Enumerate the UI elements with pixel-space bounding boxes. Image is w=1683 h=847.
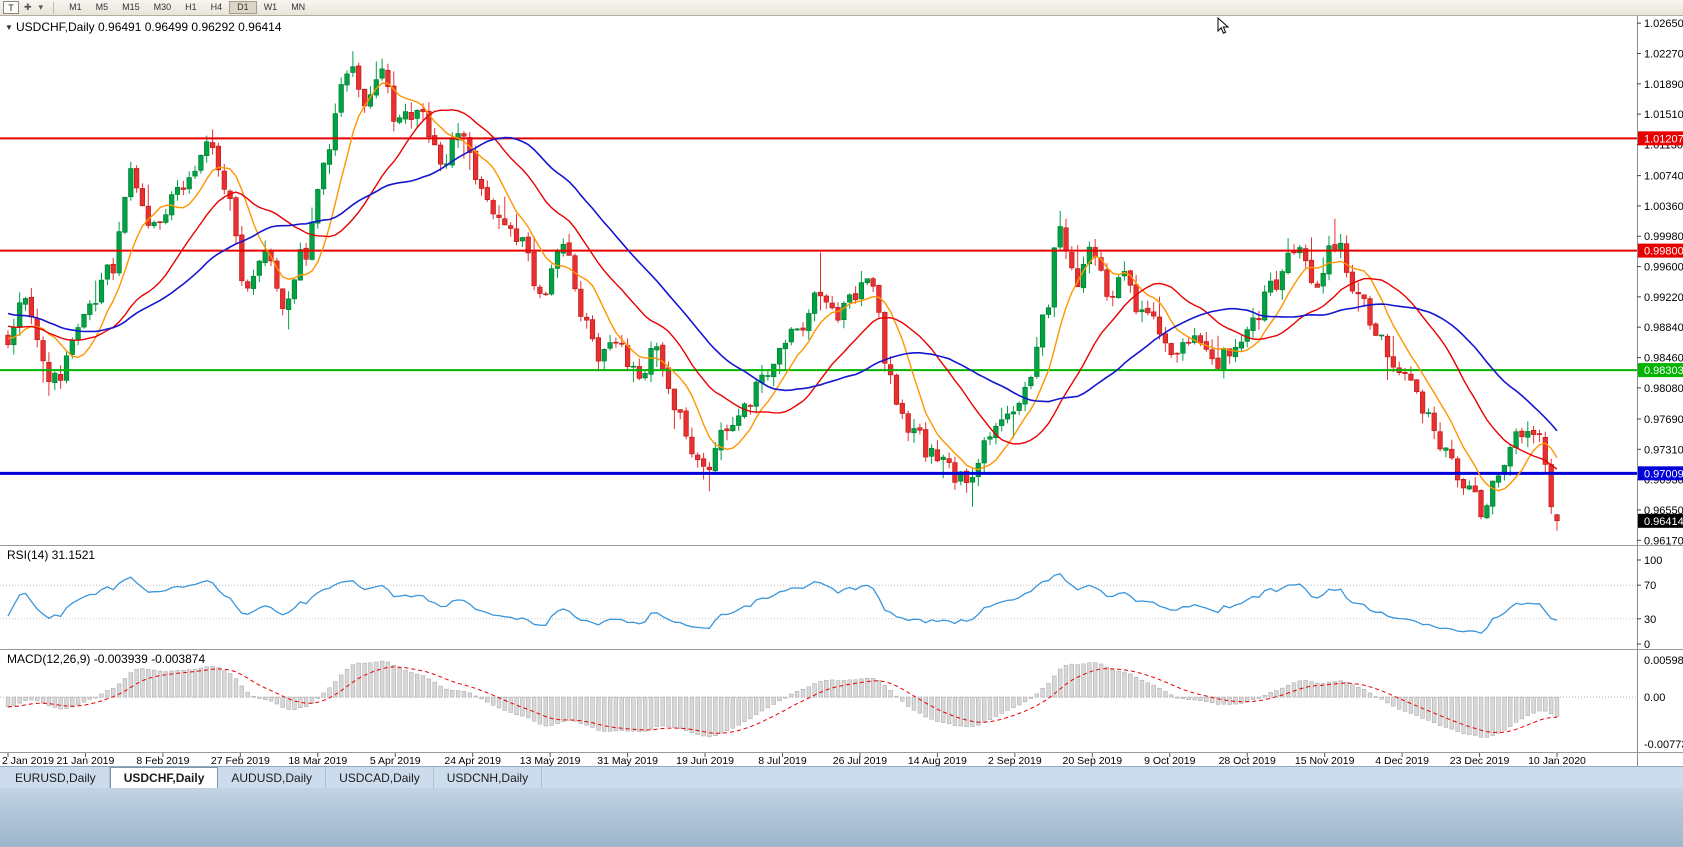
timeframe-button-M5[interactable]: M5 (95, 2, 109, 12)
tab-USDCAD[interactable]: USDCAD,Daily (326, 767, 434, 788)
chevron-down-icon[interactable]: ▾ (38, 2, 44, 12)
rsi-label: RSI(14) 31.1521 (7, 548, 95, 562)
rsi-axis-tick: 100 (1644, 555, 1662, 567)
x-axis-label: 19 Jun 2019 (676, 755, 734, 766)
tab-AUDUSD[interactable]: AUDUSD,Daily (218, 767, 327, 788)
chart-title: USDCHF,Daily 0.96491 0.96499 0.96292 0.9… (16, 20, 282, 34)
x-axis-label: 28 Oct 2019 (1219, 755, 1276, 766)
top-toolbar: T ✚ ▾ M1 M5 M15 M30 H1 H4 D1 W1 MN (0, 0, 1683, 16)
x-axis-label: 13 May 2019 (520, 755, 581, 766)
tab-USDCHF[interactable]: USDCHF,Daily (109, 767, 219, 788)
price-badge-0.98303[interactable]: 0.98303 (1638, 363, 1683, 378)
price-badge-1.01207[interactable]: 1.01207 (1638, 131, 1683, 146)
y-axis-tick: 0.98840 (1644, 322, 1683, 334)
x-axis-label: 9 Oct 2019 (1144, 755, 1196, 766)
macd-signal-line (7, 666, 1558, 734)
chart-background (0, 16, 1683, 766)
y-axis-tick: 0.99220 (1644, 292, 1683, 304)
svg-text:0.98303: 0.98303 (1644, 365, 1683, 377)
timeframe-button-H1[interactable]: H1 (185, 2, 197, 12)
y-axis-tick: 1.00740 (1644, 171, 1683, 183)
macd-axis-tick: -0.007737 (1644, 739, 1683, 751)
macd-axis-tick: 0.00 (1644, 692, 1665, 704)
y-axis-tick: 0.99600 (1644, 262, 1683, 274)
y-axis-tick: 1.01510 (1644, 109, 1683, 121)
timeframe-button-D1[interactable]: D1 (229, 1, 257, 14)
fast-ma-line (7, 82, 1558, 492)
x-axis-label: 10 Jan 2020 (1528, 755, 1586, 766)
x-axis-label: 2 Jan 2019 (2, 755, 54, 766)
templates-button[interactable]: T (3, 1, 19, 14)
chart-collapse-icon[interactable]: ▼ (5, 23, 13, 32)
x-axis-label: 8 Feb 2019 (136, 755, 189, 766)
y-axis-tick: 1.02270 (1644, 49, 1683, 61)
chart-tab-bar: EURUSD,Daily USDCHF,Daily AUDUSD,Daily USDC… (0, 766, 1683, 788)
timeframe-button-M15[interactable]: M15 (122, 2, 140, 12)
y-axis-tick: 1.01890 (1644, 79, 1683, 91)
toolbar-separator (53, 1, 55, 14)
x-axis-label: 31 May 2019 (597, 755, 658, 766)
x-axis-label: 18 Mar 2019 (288, 755, 347, 766)
y-axis-tick: 0.97690 (1644, 414, 1683, 426)
x-axis-label: 8 Jul 2019 (758, 755, 807, 766)
mouse-cursor (1217, 16, 1230, 34)
price-badge-0.96414[interactable]: 0.96414 (1638, 513, 1683, 528)
svg-text:0.99800: 0.99800 (1644, 246, 1683, 258)
price-badge-0.97009[interactable]: 0.97009 (1638, 466, 1683, 481)
chart-canvas[interactable]: 1.026501.022701.018901.015101.011301.007… (0, 16, 1683, 766)
y-axis-tick: 0.97310 (1644, 444, 1683, 456)
x-axis-label: 2 Sep 2019 (988, 755, 1042, 766)
y-axis-tick: 0.98460 (1644, 353, 1683, 365)
x-axis-label: 24 Apr 2019 (444, 755, 501, 766)
macd-label: MACD(12,26,9) -0.003939 -0.003874 (7, 652, 205, 666)
macd-axis-tick: 0.005986 (1644, 655, 1683, 667)
y-axis-tick: 0.98080 (1644, 383, 1683, 395)
x-axis-label: 23 Dec 2019 (1450, 755, 1510, 766)
tab-EURUSD[interactable]: EURUSD,Daily (2, 767, 110, 788)
x-axis-label: 5 Apr 2019 (370, 755, 421, 766)
svg-text:0.97009: 0.97009 (1644, 468, 1683, 480)
y-axis-tick: 0.96170 (1644, 535, 1683, 547)
rsi-axis-tick: 0 (1644, 639, 1650, 651)
x-axis-label: 14 Aug 2019 (908, 755, 967, 766)
timeframe-button-M30[interactable]: M30 (153, 2, 172, 12)
y-axis-tick: 0.99980 (1644, 231, 1683, 243)
timeframe-button-H4[interactable]: H4 (210, 2, 223, 12)
timeframe-button-W1[interactable]: W1 (263, 2, 278, 12)
svg-text:1.01207: 1.01207 (1644, 133, 1683, 145)
x-axis-label: 15 Nov 2019 (1295, 755, 1355, 766)
timeframe-button-M1[interactable]: M1 (69, 2, 82, 12)
x-axis-label: 20 Sep 2019 (1063, 755, 1123, 766)
templates-button-label: T (8, 2, 14, 13)
timeframe-button-MN[interactable]: MN (291, 2, 306, 12)
y-axis-tick: 1.02650 (1644, 18, 1683, 30)
x-axis-label: 21 Jan 2019 (57, 755, 115, 766)
x-axis-label: 4 Dec 2019 (1375, 755, 1429, 766)
mid-ma-line (7, 109, 1558, 470)
x-axis-label: 26 Jul 2019 (833, 755, 887, 766)
rsi-axis-tick: 30 (1644, 614, 1656, 626)
rsi-axis-tick: 70 (1644, 580, 1656, 592)
window-bottom-strip (0, 788, 1683, 847)
macd-histogram (5, 660, 1560, 738)
crosshair-icon[interactable]: ✚ (24, 2, 32, 12)
svg-text:0.96414: 0.96414 (1644, 516, 1683, 528)
timeframe-buttons-group: M1 M5 M15 M30 H1 H4 D1 W1 MN (62, 1, 312, 14)
price-badge-0.99800[interactable]: 0.99800 (1638, 243, 1683, 258)
slow-ma-line (7, 136, 1558, 432)
tab-USDCNH[interactable]: USDCNH,Daily (434, 767, 543, 788)
y-axis-tick: 1.00360 (1644, 201, 1683, 213)
x-axis-label: 27 Feb 2019 (211, 755, 270, 766)
rsi-line (7, 573, 1558, 635)
